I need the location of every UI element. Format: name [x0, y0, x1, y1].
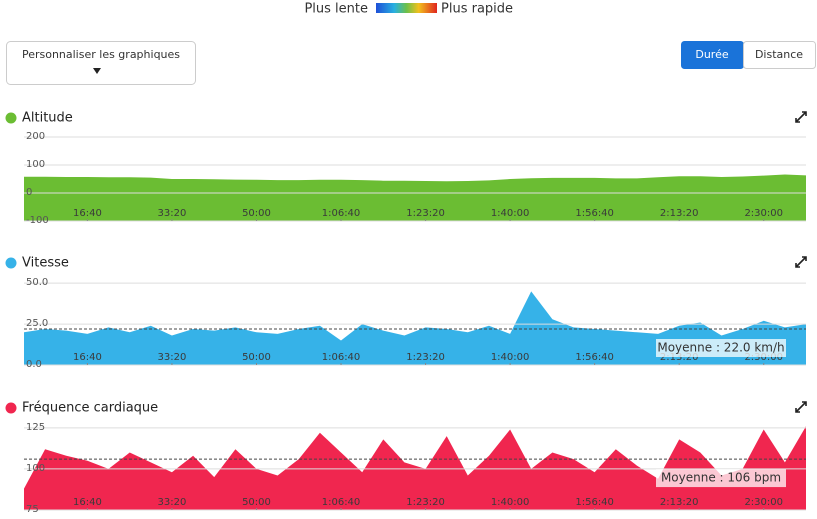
x-tick-label: 50:00: [242, 497, 271, 508]
customize-button[interactable]: [6, 41, 196, 85]
x-tick-label: 2:13:20: [660, 497, 699, 508]
average-label: Moyenne : 22.0 km/h: [657, 341, 784, 355]
x-tick-label: 50:00: [242, 352, 271, 363]
y-tick-label: 125: [26, 422, 45, 433]
x-tick-label: 1:23:20: [406, 497, 445, 508]
x-tick-label: 16:40: [73, 208, 102, 219]
y-tick-label: 25.0: [26, 318, 48, 329]
x-tick-label: 33:20: [158, 497, 187, 508]
area: [24, 291, 806, 365]
chart-title: Fréquence cardiaque: [22, 401, 158, 416]
toggle-duration-label: Durée: [695, 48, 728, 61]
x-tick-label: 33:20: [158, 352, 187, 363]
x-tick-label: 2:30:00: [744, 208, 783, 219]
y-tick-label: 75: [26, 504, 39, 515]
x-tick-label: 50:00: [242, 208, 271, 219]
x-tick-label: 2:30:00: [744, 352, 783, 363]
dropdown-arrow: [93, 68, 101, 74]
average-label: Moyenne : 106 bpm: [661, 471, 781, 485]
x-tick-label: 1:40:00: [491, 352, 530, 363]
x-tick-label: 16:40: [73, 497, 102, 508]
toggle-distance[interactable]: [743, 41, 816, 69]
chart-title: Vitesse: [22, 256, 69, 271]
speed-gradient: [376, 3, 437, 13]
area: [24, 426, 806, 510]
y-tick-label: -100: [26, 215, 49, 226]
x-tick-label: 1:23:20: [406, 352, 445, 363]
x-tick-label: 1:56:40: [575, 352, 614, 363]
expand-icon[interactable]: [795, 401, 807, 413]
chart-dot: [5, 257, 17, 269]
expand-icon[interactable]: [795, 111, 807, 123]
area: [24, 174, 806, 221]
chart-dot: [5, 402, 17, 414]
x-tick-label: 16:40: [73, 352, 102, 363]
y-tick-label: 50.0: [26, 277, 48, 288]
chart-dot: [5, 112, 17, 124]
y-tick-label: 0.0: [26, 359, 42, 370]
chart-title: Altitude: [22, 111, 73, 126]
x-tick-label: 1:40:00: [491, 208, 530, 219]
x-tick-label: 33:20: [158, 208, 187, 219]
expand-icon[interactable]: [795, 256, 807, 268]
x-tick-label: 1:06:40: [322, 352, 361, 363]
y-tick-label: 100: [26, 159, 45, 170]
legend-fast: Plus rapide: [441, 2, 513, 17]
toggle-distance-label: Distance: [755, 48, 803, 61]
x-tick-label: 2:13:20: [660, 352, 699, 363]
x-tick-label: 1:23:20: [406, 208, 445, 219]
x-tick-label: 1:56:40: [575, 208, 614, 219]
average-box: [656, 469, 786, 488]
x-tick-label: 2:30:00: [744, 497, 783, 508]
y-tick-label: 0: [26, 187, 32, 198]
x-tick-label: 2:13:20: [660, 208, 699, 219]
x-tick-label: 1:06:40: [322, 497, 361, 508]
x-tick-label: 1:06:40: [322, 208, 361, 219]
x-tick-label: 1:56:40: [575, 497, 614, 508]
x-tick-label: 1:40:00: [491, 497, 530, 508]
legend-slow: Plus lente: [304, 2, 368, 17]
y-tick-label: 100: [26, 463, 45, 474]
customize-label: Personnaliser les graphiques: [22, 48, 180, 61]
average-box: [656, 339, 786, 357]
y-tick-label: 200: [26, 131, 45, 142]
